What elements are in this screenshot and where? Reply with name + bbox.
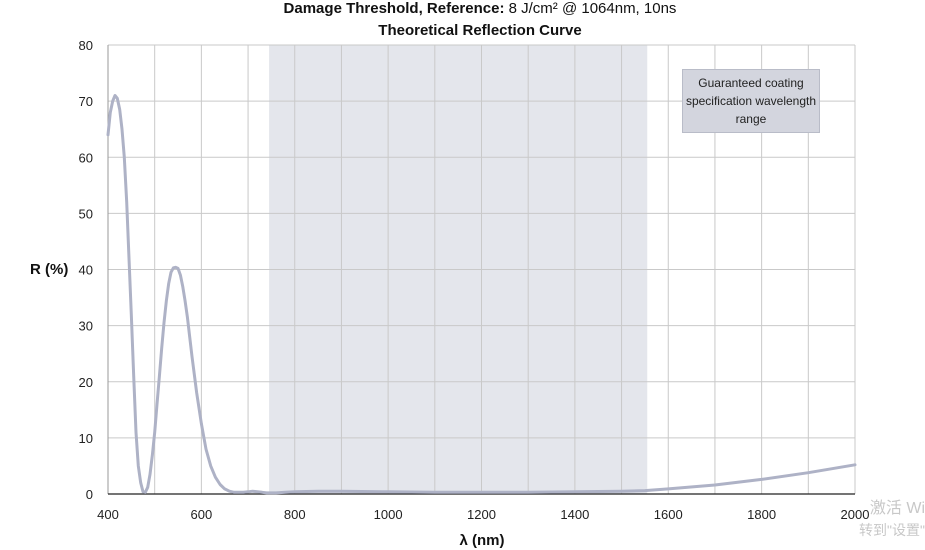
y-tick-label: 50 (79, 206, 93, 221)
axis-layer (107, 45, 856, 495)
x-tick-label: 1800 (747, 507, 776, 522)
x-tick-label: 800 (284, 507, 306, 522)
watermark-line-1: 激活 Wi (869, 500, 925, 517)
y-tick-label: 70 (79, 94, 93, 109)
x-axis-label: λ (nm) (459, 532, 505, 549)
tick-label-layer: 400 600 800 1000 1200 1400 1600 1800 2000 0 10 20 30… (79, 38, 870, 522)
y-tick-label: 60 (79, 150, 93, 165)
y-axis-label: R (%) (30, 261, 69, 278)
reflection-curve (106, 94, 857, 495)
chart-title: Damage Threshold, Reference: 8 J/cm² @ 1… (0, 0, 925, 18)
chart-subtitle: Theoretical Reflection Curve (378, 22, 582, 39)
curve-layer (106, 94, 857, 495)
y-tick-label: 10 (79, 431, 93, 446)
y-tick-label: 20 (79, 375, 93, 390)
x-tick-label: 400 (97, 507, 119, 522)
x-tick-label: 1400 (560, 507, 589, 522)
x-tick-label: 2000 (841, 507, 870, 522)
grid-layer (108, 44, 855, 494)
x-tick-label: 1200 (467, 507, 496, 522)
x-tick-label: 1000 (374, 507, 403, 522)
y-tick-label: 30 (79, 319, 93, 334)
y-tick-label: 40 (79, 263, 93, 278)
x-tick-label: 600 (191, 507, 213, 522)
watermark-line-2: 转到"设置" (859, 522, 925, 538)
chart-title-value: 8 J/cm² @ 1064nm, 10ns (508, 0, 677, 17)
chart-title-prefix: Damage Threshold, Reference: (283, 0, 505, 17)
y-tick-label: 0 (86, 487, 93, 502)
y-tick-label: 80 (79, 38, 93, 53)
x-tick-label: 1600 (654, 507, 683, 522)
spec-range-annotation: Guaranteed coating specification wavelen… (682, 69, 820, 133)
